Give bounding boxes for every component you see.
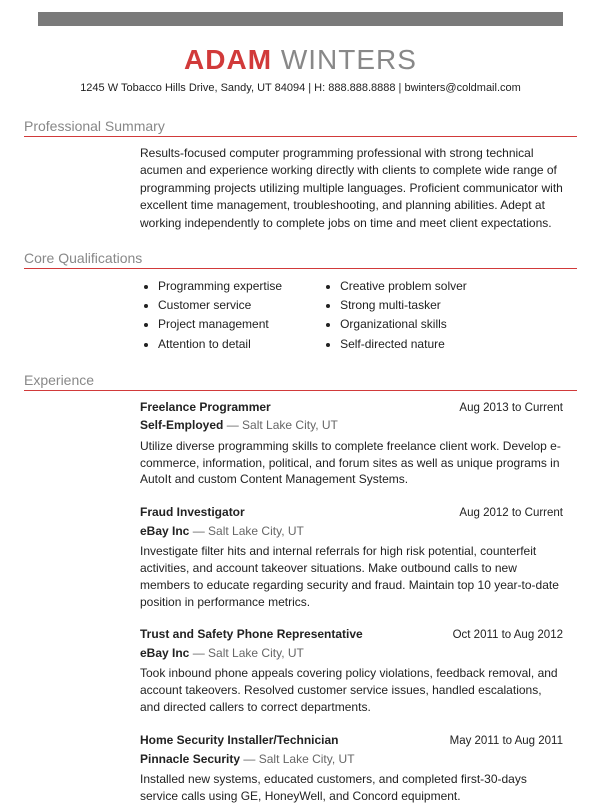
- job-description: Took inbound phone appeals covering poli…: [140, 665, 563, 715]
- job-title: Fraud Investigator: [140, 504, 245, 521]
- contact-line: 1245 W Tobacco Hills Drive, Sandy, UT 84…: [0, 82, 601, 94]
- qual-item: Customer service: [158, 296, 282, 315]
- job-description: Investigate filter hits and internal ref…: [140, 543, 563, 610]
- job-entry: Freelance Programmer Aug 2013 to Current…: [140, 399, 563, 488]
- summary-text: Results-focused computer programming pro…: [140, 145, 563, 232]
- quals-col2: Creative problem solver Strong multi-tas…: [340, 277, 467, 354]
- section-title-experience: Experience: [24, 372, 577, 391]
- job-dates: Aug 2012 to Current: [459, 505, 563, 522]
- job-title: Home Security Installer/Technician: [140, 732, 339, 749]
- job-dates: Aug 2013 to Current: [459, 400, 563, 417]
- qual-item: Programming expertise: [158, 277, 282, 296]
- job-company: Self-Employed: [140, 418, 223, 432]
- qual-item: Strong multi-tasker: [340, 296, 467, 315]
- job-dates: May 2011 to Aug 2011: [450, 733, 563, 750]
- qual-item: Self-directed nature: [340, 335, 467, 354]
- job-description: Installed new systems, educated customer…: [140, 771, 563, 805]
- section-title-quals: Core Qualifications: [24, 250, 577, 269]
- job-location: — Salt Lake City, UT: [227, 418, 338, 432]
- job-entry: Fraud Investigator Aug 2012 to Current e…: [140, 504, 563, 610]
- qual-item: Organizational skills: [340, 315, 467, 334]
- job-description: Utilize diverse programming skills to co…: [140, 438, 563, 488]
- job-company: Pinnacle Security: [140, 752, 240, 766]
- top-accent-bar: [38, 12, 563, 26]
- job-location: — Salt Lake City, UT: [193, 524, 304, 538]
- job-title: Trust and Safety Phone Representative: [140, 626, 363, 643]
- job-company: eBay Inc: [140, 524, 189, 538]
- job-title: Freelance Programmer: [140, 399, 271, 416]
- job-dates: Oct 2011 to Aug 2012: [453, 627, 563, 644]
- job-location: — Salt Lake City, UT: [193, 646, 304, 660]
- job-entry: Home Security Installer/Technician May 2…: [140, 732, 563, 805]
- header: ADAM WINTERS 1245 W Tobacco Hills Drive,…: [0, 44, 601, 94]
- quals-col1: Programming expertise Customer service P…: [158, 277, 282, 354]
- section-title-summary: Professional Summary: [24, 118, 577, 137]
- quals-body: Programming expertise Customer service P…: [140, 277, 563, 354]
- last-name: WINTERS: [281, 44, 417, 75]
- first-name: ADAM: [184, 44, 272, 75]
- job-location: — Salt Lake City, UT: [243, 752, 354, 766]
- qual-item: Attention to detail: [158, 335, 282, 354]
- qual-item: Project management: [158, 315, 282, 334]
- job-entry: Trust and Safety Phone Representative Oc…: [140, 626, 563, 715]
- qual-item: Creative problem solver: [340, 277, 467, 296]
- name: ADAM WINTERS: [0, 44, 601, 76]
- job-company: eBay Inc: [140, 646, 189, 660]
- experience-body: Freelance Programmer Aug 2013 to Current…: [140, 399, 563, 805]
